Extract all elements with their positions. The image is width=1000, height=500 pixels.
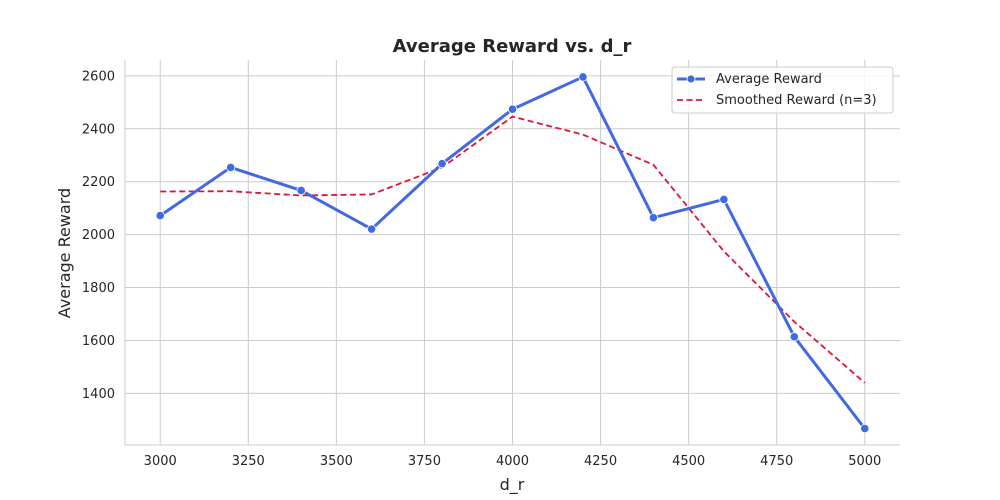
legend-marker-average-reward (686, 74, 696, 84)
x-tick-label: 4250 (584, 454, 617, 469)
y-tick-label: 2400 (82, 122, 115, 137)
axes-spines (124, 60, 900, 446)
legend-label-smoothed-reward: Smoothed Reward (n=3) (716, 93, 877, 108)
y-tick-label: 1800 (82, 281, 115, 296)
data-point-average-reward (226, 162, 236, 173)
y-axis-label: Average Reward (55, 188, 74, 318)
legend: Average Reward Smoothed Reward (n=3) (671, 66, 894, 114)
data-point-average-reward (648, 213, 659, 223)
data-point-average-reward (578, 72, 588, 82)
y-tick-label: 1400 (82, 387, 115, 402)
x-tick-label: 5000 (848, 454, 881, 469)
data-point-average-reward (155, 210, 165, 221)
x-tick-label: 3000 (144, 454, 177, 469)
data-point-average-reward (437, 159, 447, 169)
y-tick-label: 1600 (82, 334, 115, 349)
x-axis-ticks: 3000 3250 3500 3750 4000 4250 4500 4750 5000 (144, 454, 882, 469)
x-tick-label: 4000 (496, 454, 529, 469)
y-axis-ticks: 1400 1600 1800 2000 2200 2400 2600 (82, 69, 115, 402)
x-tick-label: 3500 (320, 454, 353, 469)
chart-title: Average Reward vs. d_r (393, 36, 632, 57)
x-tick-label: 4750 (760, 454, 793, 469)
legend-label-average-reward: Average Reward (716, 72, 822, 87)
x-axis-label: d_r (500, 475, 525, 495)
y-tick-label: 2000 (82, 228, 115, 243)
data-point-average-reward (296, 185, 306, 196)
data-point-average-reward (860, 423, 870, 434)
legend-box (671, 66, 894, 114)
y-tick-label: 2200 (82, 175, 115, 190)
data-point-average-reward (719, 194, 729, 205)
grid (125, 60, 900, 445)
x-tick-label: 3750 (408, 454, 441, 469)
series-line-smoothed-reward (160, 115, 866, 384)
data-point-average-reward (366, 224, 377, 234)
x-tick-label: 3250 (232, 454, 265, 469)
y-tick-label: 2600 (82, 69, 115, 84)
x-tick-label: 4500 (672, 454, 705, 469)
data-point-average-reward (507, 104, 518, 114)
series-layer (155, 72, 870, 434)
data-point-average-reward (789, 332, 799, 342)
